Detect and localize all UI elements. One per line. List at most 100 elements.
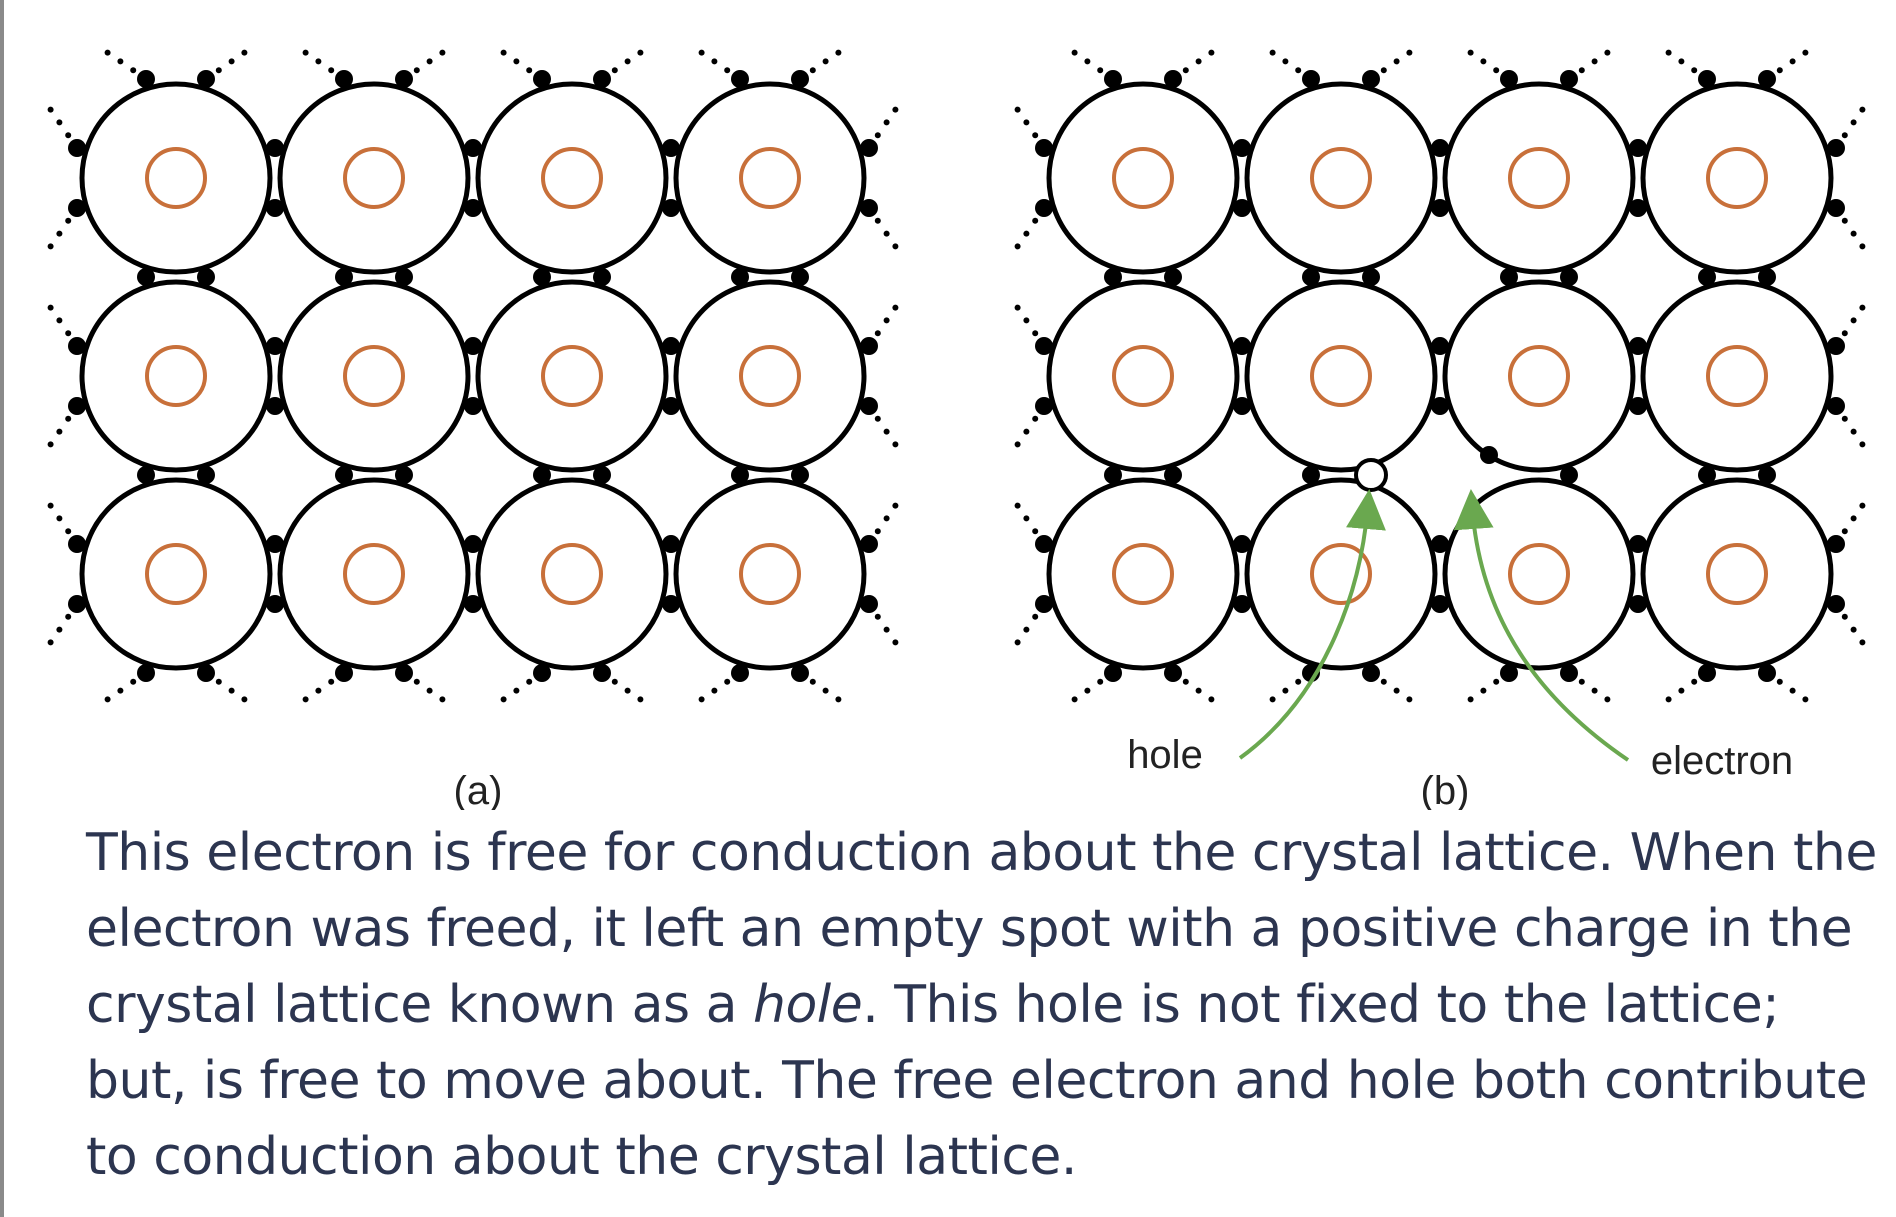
dangling-bond-dot xyxy=(56,119,63,126)
dangling-bond-dot xyxy=(822,687,829,694)
bond-electron xyxy=(662,199,680,217)
dangling-bond-dot xyxy=(637,696,644,703)
dangling-bond-dot xyxy=(1282,687,1289,694)
bond-electron xyxy=(1758,466,1776,484)
bond-electron xyxy=(1104,664,1122,682)
dangling-bond-dot xyxy=(883,230,890,237)
bond-electron xyxy=(860,337,878,355)
dangling-bond-dot xyxy=(1380,678,1387,685)
atom-core xyxy=(1508,345,1570,407)
bond-electron xyxy=(1035,595,1053,613)
dangling-bond-dot xyxy=(1282,58,1289,65)
dangling-bond-dot xyxy=(1084,58,1091,65)
dangling-bond-dot xyxy=(1665,49,1672,56)
bond-electron xyxy=(1431,595,1449,613)
atom-core xyxy=(145,543,207,605)
dangling-bond-dot xyxy=(1014,639,1021,646)
bond-electron xyxy=(662,535,680,553)
dangling-bond-dot xyxy=(1032,415,1039,422)
dangling-bond-dot xyxy=(56,515,63,522)
dangling-bond-dot xyxy=(1604,696,1611,703)
bond-electron xyxy=(860,139,878,157)
lattice-panel-b xyxy=(1014,49,1866,703)
dangling-bond-dot xyxy=(1859,441,1866,448)
bond-electron xyxy=(266,535,284,553)
bond-electron xyxy=(1104,466,1122,484)
dangling-bond-dot xyxy=(1393,687,1400,694)
bond-electron xyxy=(1035,535,1053,553)
dangling-bond-dot xyxy=(1493,67,1500,74)
dangling-bond-dot xyxy=(1850,626,1857,633)
dangling-bond-dot xyxy=(65,217,72,224)
dangling-bond-dot xyxy=(1850,230,1857,237)
bond-electron xyxy=(395,466,413,484)
bond-electron xyxy=(860,535,878,553)
bond-electron xyxy=(335,664,353,682)
bond-electron xyxy=(1758,70,1776,88)
dangling-bond-dot xyxy=(228,58,235,65)
dangling-bond-dot xyxy=(1014,243,1021,250)
dangling-bond-dot xyxy=(1859,106,1866,113)
bond-electron xyxy=(1758,664,1776,682)
bond-ring xyxy=(1046,81,1240,275)
bond-electron xyxy=(1827,535,1845,553)
dangling-bond-dot xyxy=(1014,106,1021,113)
dangling-bond-dot xyxy=(1023,428,1030,435)
dangling-bond-dot xyxy=(1850,317,1857,324)
bond-electron xyxy=(593,268,611,286)
atom-core xyxy=(1508,147,1570,209)
bond-electron xyxy=(266,595,284,613)
dangling-bond-dot xyxy=(1776,678,1783,685)
bond-electron xyxy=(1035,199,1053,217)
dangling-bond-dot xyxy=(513,687,520,694)
dangling-bond-dot xyxy=(65,330,72,337)
dangling-bond-dot xyxy=(1578,678,1585,685)
bond-electron xyxy=(68,337,86,355)
dangling-bond-dot xyxy=(1678,687,1685,694)
dangling-bond-dot xyxy=(1097,678,1104,685)
bond-ring xyxy=(277,279,471,473)
bond-electron xyxy=(1362,268,1380,286)
bond-electron xyxy=(860,199,878,217)
bond-ring xyxy=(475,81,669,275)
bond-electron xyxy=(197,70,215,88)
dangling-bond-dot xyxy=(1269,696,1276,703)
hole-marker xyxy=(1354,458,1388,492)
dangling-bond-dot xyxy=(241,696,248,703)
atom-core xyxy=(1310,543,1372,605)
dangling-bond-dot xyxy=(892,243,899,250)
bond-ring xyxy=(1244,477,1438,671)
dangling-bond-dot xyxy=(1480,58,1487,65)
dangling-bond-dot xyxy=(1023,626,1030,633)
bond-electron xyxy=(1035,397,1053,415)
bond-electron xyxy=(1698,70,1716,88)
dangling-bond-dot xyxy=(724,67,731,74)
dangling-bond-dot xyxy=(1604,49,1611,56)
dangling-bond-dot xyxy=(56,626,63,633)
dangling-bond-dot xyxy=(698,696,705,703)
bond-electron xyxy=(860,397,878,415)
dangling-bond-dot xyxy=(130,67,137,74)
bond-electron xyxy=(137,664,155,682)
dangling-bond-dot xyxy=(1859,304,1866,311)
dangling-bond-dot xyxy=(1789,58,1796,65)
dangling-bond-dot xyxy=(1032,528,1039,535)
bond-electron xyxy=(464,535,482,553)
atom-core xyxy=(343,345,405,407)
bond-electron xyxy=(1233,595,1251,613)
dangling-bond-dot xyxy=(513,58,520,65)
bond-electron xyxy=(197,664,215,682)
dangling-bond-dot xyxy=(1591,687,1598,694)
dangling-bond-dot xyxy=(1208,49,1215,56)
dangling-bond-dot xyxy=(1665,696,1672,703)
atom-core xyxy=(739,147,801,209)
dangling-bond-dot xyxy=(1406,696,1413,703)
atom-core xyxy=(541,543,603,605)
dangling-bond-dot xyxy=(1084,687,1091,694)
dangling-bond-dot xyxy=(47,243,54,250)
dangling-bond-dot xyxy=(47,639,54,646)
dangling-bond-dot xyxy=(315,58,322,65)
bond-electron xyxy=(1233,535,1251,553)
bond-electron xyxy=(1431,139,1449,157)
bond-ring xyxy=(1046,279,1240,473)
